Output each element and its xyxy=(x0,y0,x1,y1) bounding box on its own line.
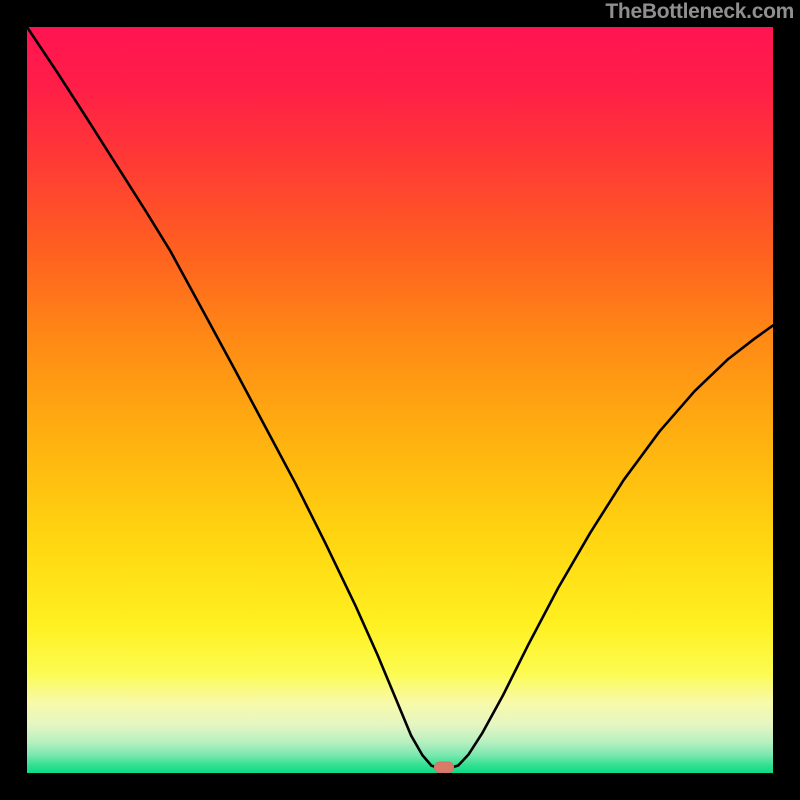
watermark-text: TheBottleneck.com xyxy=(605,0,794,24)
plot-area xyxy=(27,27,773,773)
optimal-point-marker xyxy=(434,762,454,773)
bottleneck-chart xyxy=(27,27,773,773)
chart-container: TheBottleneck.com xyxy=(0,0,800,800)
gradient-background xyxy=(27,27,773,773)
